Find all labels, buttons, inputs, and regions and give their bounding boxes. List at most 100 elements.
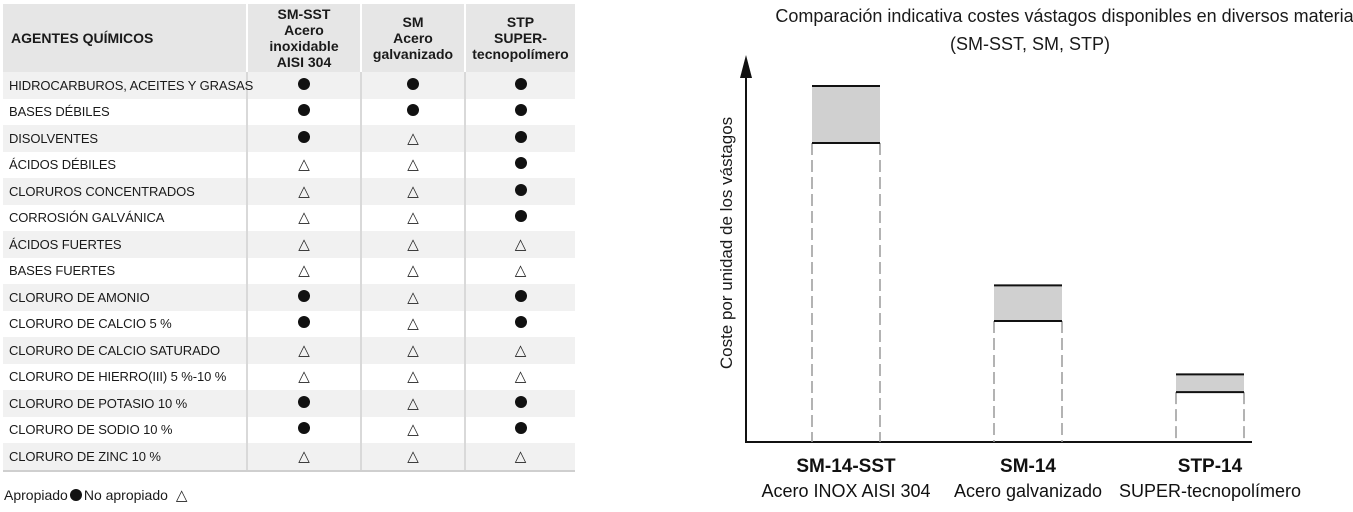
bars-group: SM-14-SST Acero INOX AISI 304 SM-14 Acero g…	[761, 85, 1301, 501]
triangle-icon: △	[514, 368, 527, 386]
agent-name-cell: CLORURO DE POTASIO 10 %	[3, 390, 248, 417]
category-code-label: SM-14-SST	[796, 456, 896, 477]
filled-circle-icon	[514, 130, 527, 143]
legend-suitable-label: Apropiado	[4, 487, 68, 503]
compatibility-cell: △	[361, 416, 466, 443]
compatibility-cell	[247, 416, 362, 443]
category-code-label: SM-14	[1000, 456, 1056, 477]
agent-name-cell: CORROSIÓN GALVÁNICA	[3, 204, 248, 231]
table-row: CLORURO DE POTASIO 10 % △	[3, 390, 575, 417]
triangle-icon: △	[298, 235, 310, 253]
header-line: SUPER-	[494, 30, 547, 46]
filled-circle-icon	[407, 77, 419, 90]
agents-column-header: AGENTES QUÍMICOS	[3, 4, 248, 72]
y-axis-label: Coste por unidad de los vástagos	[717, 117, 736, 369]
compatibility-cell: △	[247, 257, 362, 284]
compatibility-cell: △	[361, 204, 466, 231]
triangle-icon: △	[407, 341, 419, 359]
compatibility-cell: △	[361, 337, 466, 364]
compatibility-cell: △	[361, 390, 466, 417]
compatibility-cell: △	[361, 151, 466, 178]
compatibility-cell	[361, 98, 466, 125]
compatibility-cell: △	[247, 363, 362, 390]
legend: Apropiado No apropiado △	[4, 487, 187, 503]
filled-circle-icon	[298, 130, 310, 143]
compatibility-cell	[465, 72, 575, 99]
table-row: CLORURO DE HIERRO(III) 5 %-10 % △ △ △	[3, 363, 575, 390]
table-row: HIDROCARBUROS, ACEITES Y GRASAS	[3, 72, 575, 99]
compatibility-cell: △	[247, 151, 362, 178]
filled-circle-icon	[514, 77, 527, 90]
agent-name-cell: BASES DÉBILES	[3, 98, 248, 125]
compatibility-cell	[247, 125, 362, 152]
filled-circle-icon	[514, 395, 527, 408]
filled-circle-icon	[69, 489, 82, 501]
table-row: ÁCIDOS DÉBILES △ △	[3, 151, 575, 178]
category-desc-label: SUPER-tecnopolímero	[1119, 481, 1301, 501]
compatibility-cell: △	[361, 257, 466, 284]
triangle-icon: △	[514, 235, 527, 253]
compatibility-cell	[465, 98, 575, 125]
bar-cost-range	[994, 285, 1062, 321]
agent-name-cell: CLORURO DE AMONIO	[3, 284, 248, 311]
triangle-icon: △	[407, 182, 419, 200]
category-desc-label: Acero INOX AISI 304	[761, 481, 930, 501]
compatibility-cell	[465, 310, 575, 337]
triangle-icon: △	[407, 447, 419, 465]
compatibility-cell	[465, 178, 575, 205]
table-row: DISOLVENTES △	[3, 125, 575, 152]
compatibility-cell: △	[361, 363, 466, 390]
triangle-icon: △	[298, 368, 310, 386]
legend-not-suitable-label: No apropiado	[83, 487, 168, 503]
filled-circle-icon	[298, 422, 310, 435]
triangle-icon: △	[407, 421, 419, 439]
table-row: CLORUROS CONCENTRADOS △ △	[3, 178, 575, 205]
chemical-compatibility-table: AGENTES QUÍMICOS SM-SST Acero inoxidable…	[3, 4, 575, 472]
triangle-icon: △	[298, 262, 310, 280]
agent-name-cell: CLORURO DE ZINC 10 %	[3, 443, 248, 472]
compatibility-cell: △	[361, 125, 466, 152]
table-row: CLORURO DE CALCIO SATURADO △ △ △	[3, 337, 575, 364]
compatibility-cell: △	[465, 257, 575, 284]
y-axis-arrow	[740, 55, 752, 78]
header-line: SM-SST	[277, 6, 331, 22]
triangle-icon: △	[407, 368, 419, 386]
compatibility-cell: △	[247, 204, 362, 231]
filled-circle-icon	[298, 289, 310, 302]
table-row: CORROSIÓN GALVÁNICA △ △	[3, 204, 575, 231]
cost-comparison-chart: Comparación indicativa costes vástagos d…	[717, 6, 1353, 501]
filled-circle-icon	[407, 104, 419, 117]
triangle-icon: △	[175, 487, 188, 504]
triangle-icon: △	[298, 447, 310, 465]
compatibility-cell	[465, 284, 575, 311]
compatibility-cell: △	[465, 363, 575, 390]
filled-circle-icon	[514, 289, 527, 302]
compatibility-cell	[465, 204, 575, 231]
compatibility-cell: △	[361, 310, 466, 337]
header-line: STP	[506, 14, 535, 30]
compatibility-cell	[247, 72, 362, 99]
compatibility-cell: △	[465, 443, 575, 472]
triangle-icon: △	[407, 129, 419, 147]
compatibility-cell: △	[247, 178, 362, 205]
header-line: Acero	[393, 30, 433, 46]
compatibility-cell	[465, 125, 575, 152]
category-code-label: STP-14	[1178, 456, 1243, 477]
triangle-icon: △	[407, 209, 419, 227]
stp-column-header: STP SUPER- tecnopolímero	[465, 4, 575, 72]
compatibility-cell	[247, 284, 362, 311]
compatibility-cell	[465, 390, 575, 417]
triangle-icon: △	[407, 262, 419, 280]
compatibility-cell	[247, 98, 362, 125]
filled-circle-icon	[514, 157, 527, 170]
filled-circle-icon	[298, 104, 310, 117]
agent-name-cell: CLORURO DE CALCIO 5 %	[3, 310, 248, 337]
table-row: BASES FUERTES △ △ △	[3, 257, 575, 284]
table-row: CLORURO DE CALCIO 5 % △	[3, 310, 575, 337]
agent-name-cell: ÁCIDOS FUERTES	[3, 231, 248, 258]
table-row: ÁCIDOS FUERTES △ △ △	[3, 231, 575, 258]
table-row: CLORURO DE SODIO 10 % △	[3, 416, 575, 443]
chart-title: Comparación indicativa costes vástagos d…	[775, 6, 1353, 26]
agent-name-cell: CLORUROS CONCENTRADOS	[3, 178, 248, 205]
triangle-icon: △	[407, 288, 419, 306]
